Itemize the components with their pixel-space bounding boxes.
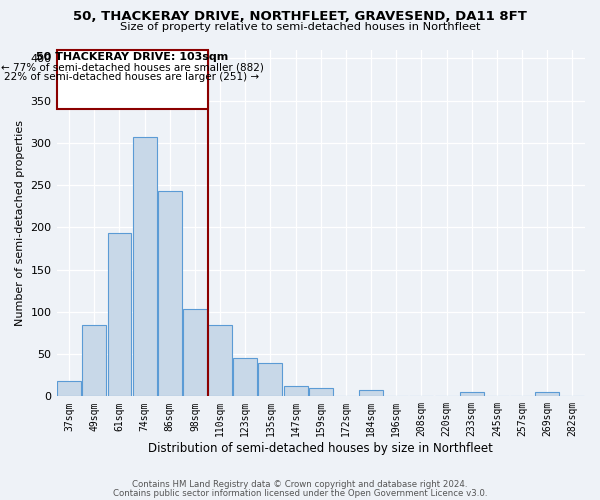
Bar — [233, 358, 257, 397]
Bar — [107, 234, 131, 396]
Text: Contains public sector information licensed under the Open Government Licence v3: Contains public sector information licen… — [113, 488, 487, 498]
Text: Contains HM Land Registry data © Crown copyright and database right 2024.: Contains HM Land Registry data © Crown c… — [132, 480, 468, 489]
Bar — [158, 191, 182, 396]
Bar — [208, 324, 232, 396]
Bar — [133, 137, 157, 396]
Bar — [309, 388, 333, 396]
Text: 50 THACKERAY DRIVE: 103sqm: 50 THACKERAY DRIVE: 103sqm — [36, 52, 228, 62]
Text: 50, THACKERAY DRIVE, NORTHFLEET, GRAVESEND, DA11 8FT: 50, THACKERAY DRIVE, NORTHFLEET, GRAVESE… — [73, 10, 527, 23]
Text: 22% of semi-detached houses are larger (251) →: 22% of semi-detached houses are larger (… — [4, 72, 260, 82]
Text: ← 77% of semi-detached houses are smaller (882): ← 77% of semi-detached houses are smalle… — [1, 62, 263, 72]
Bar — [284, 386, 308, 396]
Bar — [460, 392, 484, 396]
Bar — [535, 392, 559, 396]
Bar — [183, 310, 207, 396]
Text: Size of property relative to semi-detached houses in Northfleet: Size of property relative to semi-detach… — [120, 22, 480, 32]
Bar — [82, 324, 106, 396]
X-axis label: Distribution of semi-detached houses by size in Northfleet: Distribution of semi-detached houses by … — [148, 442, 493, 455]
Bar — [57, 381, 81, 396]
Y-axis label: Number of semi-detached properties: Number of semi-detached properties — [15, 120, 25, 326]
Bar — [259, 364, 283, 396]
Bar — [359, 390, 383, 396]
